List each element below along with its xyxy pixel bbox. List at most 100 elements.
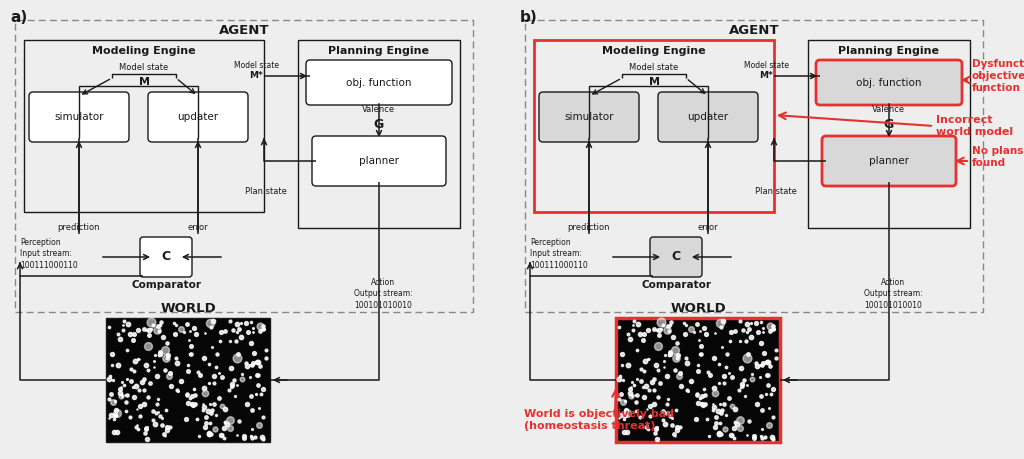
Point [112, 386, 128, 393]
FancyBboxPatch shape [816, 60, 962, 105]
Point [734, 326, 751, 334]
Text: Valence: Valence [872, 106, 905, 114]
Point [753, 393, 769, 400]
Point [748, 359, 764, 366]
Text: M*: M* [249, 72, 263, 80]
Point [148, 372, 165, 380]
Point [692, 394, 709, 402]
Point [690, 400, 707, 407]
Point [627, 392, 643, 399]
Point [669, 339, 685, 346]
Text: Incorrect
world model: Incorrect world model [936, 115, 1013, 137]
Point [252, 363, 268, 370]
Point [114, 378, 130, 386]
Point [243, 433, 259, 440]
Point [646, 375, 663, 383]
Point [629, 392, 645, 399]
Point [660, 395, 677, 403]
Point [255, 413, 271, 420]
Point [118, 408, 134, 415]
Point [151, 395, 167, 403]
Point [678, 386, 694, 394]
Point [203, 431, 219, 438]
Point [622, 335, 638, 342]
Point [755, 325, 771, 332]
Text: updater: updater [177, 112, 218, 122]
Point [642, 412, 658, 420]
Text: obj. function: obj. function [346, 78, 412, 88]
Text: simulator: simulator [54, 112, 103, 122]
Point [692, 327, 709, 335]
Point [109, 406, 125, 414]
Point [152, 413, 168, 420]
Point [665, 334, 681, 341]
Point [628, 398, 644, 406]
Point [718, 363, 734, 370]
Point [712, 319, 728, 327]
Point [183, 401, 200, 408]
Point [127, 357, 143, 364]
Point [197, 389, 213, 396]
Point [762, 328, 778, 335]
Point [764, 435, 780, 442]
Point [612, 372, 629, 379]
Point [216, 419, 232, 426]
Point [739, 382, 756, 389]
Text: Modeling Engine: Modeling Engine [602, 46, 706, 56]
Point [244, 425, 260, 432]
Point [126, 367, 142, 375]
Point [648, 425, 665, 432]
Point [669, 423, 685, 431]
Point [690, 368, 707, 375]
Point [228, 431, 245, 439]
Point [179, 390, 196, 397]
Point [635, 336, 651, 344]
Text: Comparator: Comparator [641, 280, 711, 290]
Point [662, 351, 678, 358]
Text: M*: M* [759, 72, 773, 80]
Point [768, 355, 784, 362]
Point [763, 391, 779, 398]
Text: WORLD: WORLD [160, 302, 216, 314]
Point [132, 402, 148, 409]
Point [166, 319, 182, 327]
Point [241, 329, 257, 336]
Point [645, 400, 662, 407]
Point [144, 407, 161, 414]
Point [223, 364, 240, 371]
Text: a): a) [10, 11, 28, 26]
Point [246, 359, 262, 367]
Point [118, 398, 134, 406]
Point [626, 381, 642, 389]
Point [180, 400, 197, 407]
Point [735, 376, 752, 384]
Point [187, 330, 204, 338]
Point [762, 363, 778, 370]
Point [120, 320, 136, 327]
Point [689, 390, 706, 397]
Point [624, 378, 640, 386]
Point [717, 425, 733, 433]
Point [711, 361, 727, 368]
Point [669, 355, 685, 362]
Point [620, 330, 636, 338]
Point [232, 319, 249, 327]
Point [136, 375, 153, 383]
Text: C: C [162, 251, 171, 263]
Point [188, 415, 205, 422]
Point [752, 373, 768, 381]
Point [221, 386, 238, 394]
Point [648, 424, 665, 431]
Point [242, 362, 258, 369]
Point [719, 351, 735, 358]
Point [152, 352, 168, 359]
Point [654, 322, 671, 329]
Point [182, 394, 199, 402]
Point [639, 326, 655, 334]
Point [110, 330, 126, 338]
Point [150, 409, 166, 416]
Point [693, 342, 710, 350]
Point [648, 326, 665, 333]
Point [754, 361, 770, 369]
Point [230, 325, 247, 332]
